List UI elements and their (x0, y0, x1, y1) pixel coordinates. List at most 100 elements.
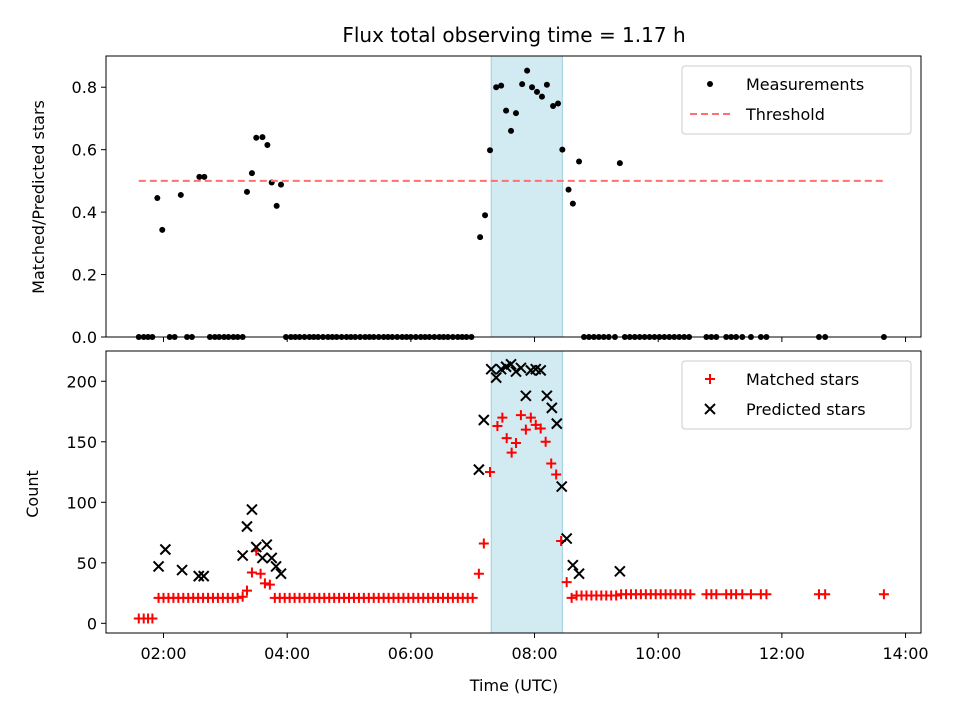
measurement-point (306, 334, 313, 340)
measurement-point (733, 334, 740, 340)
predicted-point (478, 414, 490, 426)
predicted-point (193, 570, 205, 582)
legend-marker (707, 81, 713, 87)
series-matched-stars (133, 410, 889, 624)
measurement-point (154, 195, 161, 202)
measurement-point (243, 188, 250, 195)
measurement-point (757, 334, 764, 340)
x-tick-label: 14:00 (882, 644, 928, 663)
y-tick-label: 0.4 (72, 203, 97, 222)
matched-point (611, 590, 622, 601)
predicted-point (560, 532, 573, 545)
predicted-point (573, 567, 585, 580)
predicted-point (473, 463, 485, 476)
predicted-point (490, 371, 502, 384)
measurement-point (459, 334, 466, 340)
measurement-point (815, 334, 822, 340)
measurement-point (343, 334, 350, 340)
measurement-point (135, 334, 142, 340)
predicted-point (246, 503, 258, 516)
x-tick-label: 10:00 (635, 644, 681, 663)
measurement-point (320, 334, 327, 340)
measurement-point (595, 334, 602, 340)
measurement-point (512, 110, 519, 117)
measurement-point (550, 102, 557, 109)
predicted-point (546, 402, 558, 414)
measurement-point (394, 334, 401, 340)
predicted-point (250, 541, 262, 553)
x-tick-label: 12:00 (759, 644, 805, 663)
measurement-point (357, 334, 364, 340)
measurement-point (333, 334, 340, 340)
measurement-point (747, 334, 754, 340)
predicted-point (505, 358, 517, 371)
measurement-point (310, 334, 317, 340)
measurement-point (626, 334, 633, 340)
matched-point (478, 538, 489, 549)
measurement-point (362, 334, 369, 340)
matched-point (147, 613, 158, 624)
measurement-point (292, 334, 299, 340)
chart-title: Flux total observing time = 1.17 h (342, 23, 685, 47)
measurement-point (149, 334, 156, 340)
measurement-point (728, 334, 735, 340)
matched-point (711, 589, 722, 600)
measurement-point (454, 334, 461, 340)
y-tick-label: 50 (77, 554, 97, 573)
measurement-point (234, 334, 241, 340)
predicted-point (275, 567, 287, 580)
measurement-point (422, 334, 429, 340)
x-tick-label: 04:00 (264, 644, 310, 663)
matched-point (497, 412, 508, 423)
measurement-point (555, 100, 562, 107)
measurement-point (221, 334, 228, 340)
measurement-point (444, 334, 451, 340)
series-predicted-stars (152, 358, 626, 582)
measurement-point (225, 334, 232, 340)
measurement-point (375, 334, 382, 340)
top-y-axis-label: Matched/Predicted stars (29, 100, 48, 294)
matched-point (506, 447, 517, 458)
x-tick-label: 06:00 (388, 644, 434, 663)
predicted-point (197, 570, 210, 582)
matched-point (878, 589, 889, 600)
matched-point (501, 433, 512, 444)
measurement-point (580, 334, 587, 340)
predicted-point (535, 364, 547, 377)
measurement-point (399, 334, 406, 340)
legend-label: Measurements (746, 75, 864, 94)
matched-point (264, 579, 275, 590)
measurement-point (277, 181, 284, 188)
measurement-point (463, 334, 470, 340)
measurement-point (681, 334, 688, 340)
legend-marker (704, 403, 716, 415)
matched-point (246, 567, 257, 578)
measurement-point (559, 146, 566, 153)
measurement-point (201, 173, 208, 180)
matched-point (820, 589, 831, 600)
measurement-point (412, 334, 419, 340)
measurement-point (436, 334, 443, 340)
predicted-point (266, 552, 278, 564)
measurement-point (656, 334, 663, 340)
predicted-point (485, 363, 497, 375)
legend: Measurements Threshold (681, 65, 912, 135)
legend-label: Threshold (745, 105, 825, 124)
predicted-point (541, 390, 553, 402)
matched-point (551, 469, 562, 480)
measurement-point (708, 334, 715, 340)
measurement-point (493, 84, 500, 91)
predicted-point (270, 560, 282, 573)
x-axis-label: Time (UTC) (469, 676, 558, 695)
legend-label: Matched stars (746, 370, 859, 389)
measurement-point (482, 212, 489, 219)
predicted-point (176, 564, 188, 576)
measurement-point (177, 191, 184, 198)
measurement-point (543, 81, 550, 88)
measurement-point (703, 334, 710, 340)
y-tick-label: 0.2 (72, 266, 97, 285)
measurement-point (822, 334, 829, 340)
y-tick-label: 0 (87, 614, 97, 633)
measurement-point (503, 107, 510, 114)
